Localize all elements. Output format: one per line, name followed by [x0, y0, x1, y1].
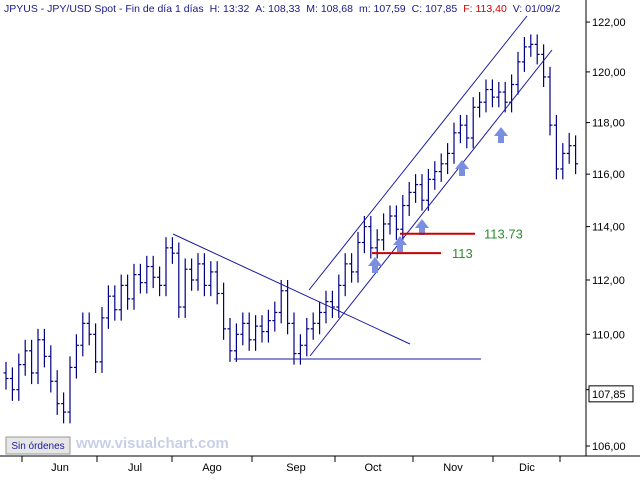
y-tick-label: 122,00 [592, 17, 626, 29]
header-item: C: 107,85 [412, 3, 458, 15]
x-tick-label: Dic [519, 462, 535, 474]
y-tick-label: 106,00 [592, 441, 626, 453]
header-item: H: 13:32 [210, 3, 250, 15]
header-item: M: 108,68 [306, 3, 353, 15]
y-tick-label: 114,00 [592, 222, 625, 234]
last-price-label: 107,85 [592, 389, 626, 401]
arrow [494, 127, 508, 143]
x-tick-label: Oct [364, 462, 381, 474]
watermark: www.visualchart.com [75, 435, 229, 452]
x-tick-label: Nov [443, 462, 463, 474]
header: JPYUS - JPY/USD Spot - Fin de día 1 días… [4, 3, 560, 15]
header-item: A: 108,33 [255, 3, 300, 15]
level-label: 113.73 [484, 227, 523, 242]
price-bars [3, 34, 579, 424]
channel-line [309, 49, 553, 357]
arrow [415, 219, 429, 235]
y-tick-label: 112,00 [592, 275, 625, 287]
y-tick-label: 120,00 [592, 67, 626, 79]
last-price-box [588, 385, 634, 403]
arrow [368, 257, 382, 273]
x-tick-label: Sep [286, 462, 306, 474]
arrow [455, 160, 469, 176]
y-tick-label: 116,00 [592, 169, 625, 181]
header-item: JPYUS - JPY/USD Spot - Fin de día 1 días [4, 3, 204, 15]
y-tick-label: 118,00 [592, 118, 625, 130]
trend-line [172, 233, 411, 345]
header-item: m: 107,59 [359, 3, 406, 15]
trend-lines [172, 15, 553, 360]
level-label: 113 [452, 246, 473, 261]
arrows [368, 127, 508, 273]
button[interactable] [5, 436, 71, 455]
y-tick-label: 110,00 [592, 329, 625, 341]
header-item: V: 01/09/2 [513, 3, 561, 15]
header-item: F: 113,40 [463, 3, 507, 15]
channel-line [308, 15, 528, 291]
arrow [393, 236, 407, 252]
button-label[interactable]: Sin órdenes [11, 441, 64, 452]
x-tick-label: Jun [51, 462, 69, 474]
x-tick-label: Jul [128, 462, 142, 474]
x-tick-label: Ago [202, 462, 222, 474]
